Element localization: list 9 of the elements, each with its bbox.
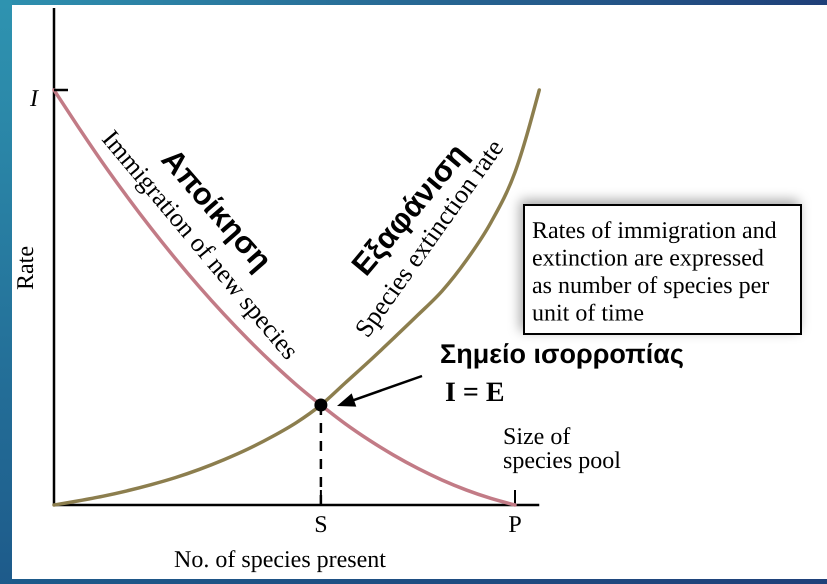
annotation: Σημείο ισορροπίας [440,339,684,369]
text: I [29,86,39,112]
annotation: Size of species pool [503,424,622,474]
x-tick-label: P [508,512,522,538]
y-axis-title: Rate [13,246,39,290]
x-axis-title: No. of species present [174,547,386,573]
annotation: Rates of immigration and extinction are expressed as number of species per unit of time [532,218,777,326]
annotation: I = E [445,377,505,408]
x-tick-label: S [314,512,328,538]
